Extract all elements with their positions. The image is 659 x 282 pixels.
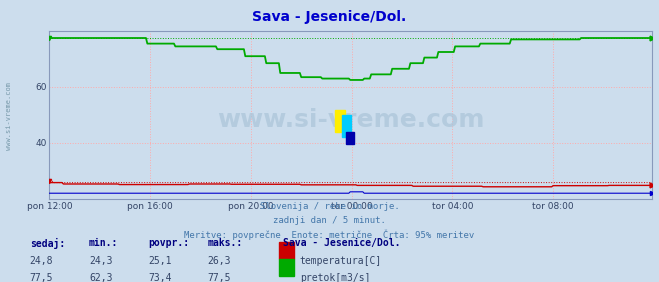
Bar [346, 132, 354, 144]
Text: Sava - Jesenice/Dol.: Sava - Jesenice/Dol. [283, 238, 401, 248]
Text: pretok[m3/s]: pretok[m3/s] [300, 273, 370, 282]
Text: povpr.:: povpr.: [148, 238, 189, 248]
Text: www.si-vreme.com: www.si-vreme.com [217, 108, 484, 132]
Bar [342, 115, 351, 137]
Bar [335, 110, 345, 132]
Text: Meritve: povprečne  Enote: metrične  Črta: 95% meritev: Meritve: povprečne Enote: metrične Črta:… [185, 229, 474, 240]
Text: www.si-vreme.com: www.si-vreme.com [5, 81, 12, 150]
Text: 73,4: 73,4 [148, 273, 172, 282]
Text: sedaj:: sedaj: [30, 238, 65, 249]
Text: 62,3: 62,3 [89, 273, 113, 282]
Text: maks.:: maks.: [208, 238, 243, 248]
Text: 24,3: 24,3 [89, 256, 113, 266]
Text: 77,5: 77,5 [30, 273, 53, 282]
Text: Sava - Jesenice/Dol.: Sava - Jesenice/Dol. [252, 10, 407, 24]
Text: Slovenija / reke in morje.: Slovenija / reke in morje. [260, 202, 399, 211]
Text: temperatura[C]: temperatura[C] [300, 256, 382, 266]
Text: zadnji dan / 5 minut.: zadnji dan / 5 minut. [273, 216, 386, 225]
Text: 24,8: 24,8 [30, 256, 53, 266]
Text: 25,1: 25,1 [148, 256, 172, 266]
Text: min.:: min.: [89, 238, 119, 248]
Text: 77,5: 77,5 [208, 273, 231, 282]
Text: 26,3: 26,3 [208, 256, 231, 266]
